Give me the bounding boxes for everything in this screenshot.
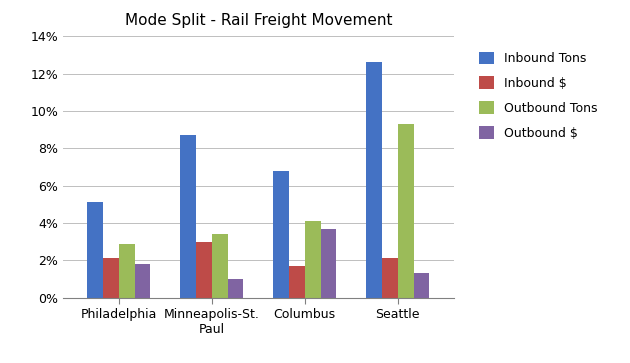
- Bar: [212, 234, 227, 298]
- Bar: [227, 279, 243, 298]
- Bar: [135, 264, 151, 298]
- Bar: [180, 135, 196, 298]
- Title: Mode Split - Rail Freight Movement: Mode Split - Rail Freight Movement: [125, 13, 392, 28]
- Bar: [196, 242, 212, 298]
- Bar: [119, 244, 135, 298]
- Legend: Inbound Tons, Inbound $, Outbound Tons, Outbound $: Inbound Tons, Inbound $, Outbound Tons, …: [476, 48, 602, 143]
- Bar: [289, 266, 305, 298]
- Bar: [87, 203, 103, 298]
- Bar: [414, 273, 430, 298]
- Bar: [366, 62, 382, 298]
- Bar: [273, 171, 289, 298]
- Bar: [398, 124, 414, 298]
- Bar: [382, 258, 398, 298]
- Bar: [305, 221, 321, 298]
- Bar: [321, 229, 336, 298]
- Bar: [103, 258, 119, 298]
